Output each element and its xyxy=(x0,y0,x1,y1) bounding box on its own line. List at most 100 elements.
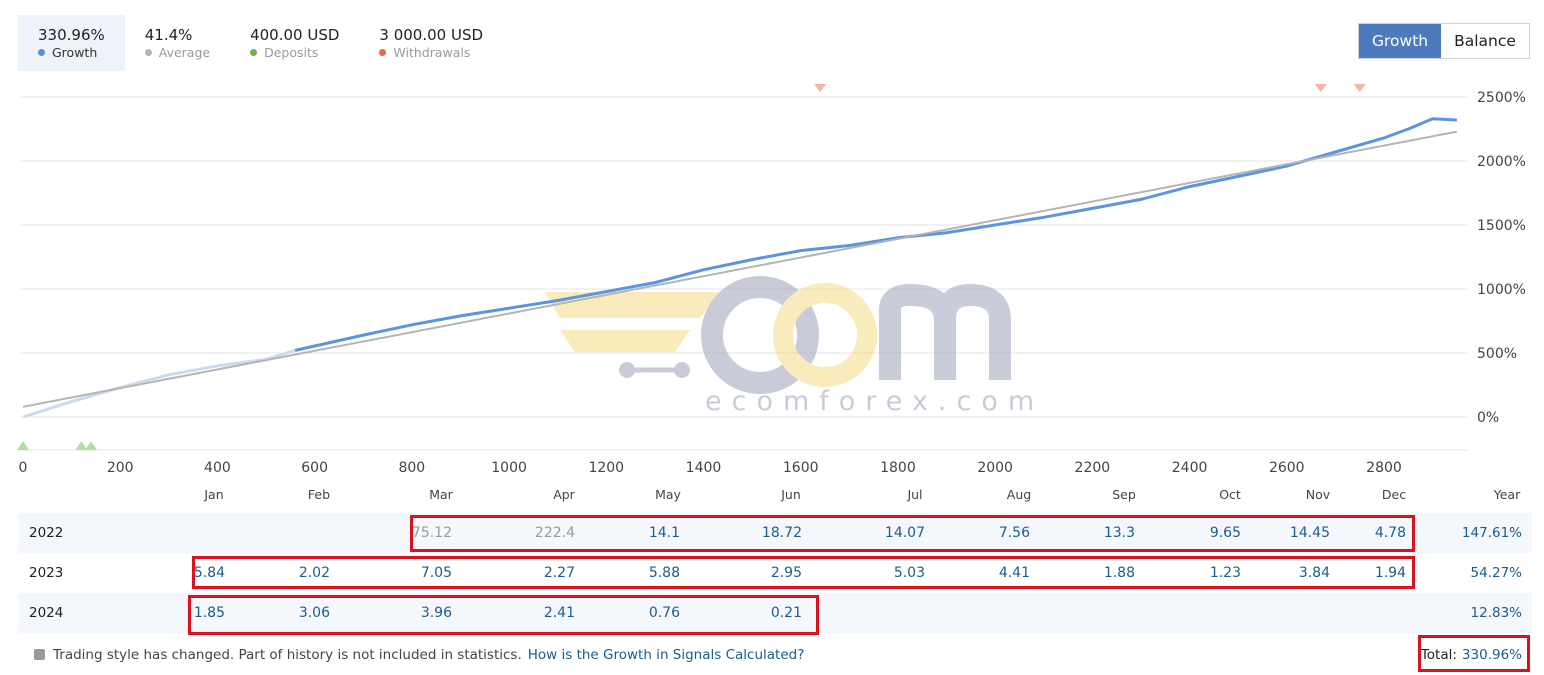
month-header: Oct xyxy=(1219,487,1241,502)
growth-line-early xyxy=(22,348,296,419)
withdrawal-marker-icon[interactable] xyxy=(1314,84,1327,92)
month-value-cell[interactable]: 1.94 xyxy=(1374,565,1406,581)
row-year: 2024 xyxy=(29,605,64,621)
stat-deposits[interactable]: 400.00 USD Deposits xyxy=(230,15,359,71)
month-value-cell[interactable]: 5.84 xyxy=(193,565,225,581)
month-value-cell[interactable]: 75.12 xyxy=(411,525,452,541)
x-tick-label: 1800 xyxy=(880,460,916,476)
month-value-cell[interactable]: 222.4 xyxy=(534,525,575,541)
deposit-marker-icon[interactable] xyxy=(17,441,29,450)
x-tick-label: 2600 xyxy=(1269,460,1305,476)
ecomforex-watermark: ecomforex.com xyxy=(545,276,1044,417)
x-tick-label: 2400 xyxy=(1172,460,1208,476)
x-tick-label: 0 xyxy=(19,460,28,476)
x-tick-label: 1400 xyxy=(686,460,722,476)
stat-withdrawals[interactable]: 3 000.00 USD Withdrawals xyxy=(359,15,503,71)
month-value-cell[interactable]: 1.85 xyxy=(193,605,225,621)
y-tick-label: 2500% xyxy=(1477,90,1526,106)
month-value-cell[interactable]: 2.95 xyxy=(770,565,802,581)
row-year: 2023 xyxy=(29,565,64,581)
footnote: Trading style has changed. Part of histo… xyxy=(34,647,804,663)
stat-withdrawals-label: Withdrawals xyxy=(393,45,471,60)
deposit-marker-icon[interactable] xyxy=(75,441,88,450)
month-headers: Jan Feb Mar Apr May Jun Jul Aug Sep Oct Nov Dec Year xyxy=(0,487,1544,505)
growth-chart: ecomforex.com 0 200 400 600 800 1000 1200 1400 1… xyxy=(17,84,1526,476)
month-header: Jun xyxy=(781,487,801,502)
growth-calc-link[interactable]: How is the Growth in Signals Calculated? xyxy=(527,647,805,663)
x-tick-label: 1600 xyxy=(783,460,819,476)
month-value-cell[interactable]: 14.07 xyxy=(884,525,925,541)
total-value: 330.96% xyxy=(1461,647,1522,663)
total-growth: Total: 330.96% xyxy=(1421,647,1522,663)
year-total: 54.27% xyxy=(1470,565,1522,581)
growth-toggle-button[interactable]: Growth xyxy=(1359,24,1442,58)
y-tick-label: 2000% xyxy=(1477,154,1526,170)
month-value-cell[interactable]: 14.1 xyxy=(648,525,680,541)
y-tick-label: 500% xyxy=(1477,346,1517,362)
x-tick-label: 2000 xyxy=(977,460,1013,476)
month-value-cell[interactable]: 18.72 xyxy=(761,525,802,541)
highlight-2022 xyxy=(410,515,1415,552)
highlight-total xyxy=(1418,635,1530,672)
x-tick-label: 2200 xyxy=(1075,460,1111,476)
stat-growth[interactable]: 330.96% Growth xyxy=(18,15,125,71)
month-value-cell[interactable]: 3.06 xyxy=(298,605,330,621)
x-tick-label: 400 xyxy=(204,460,231,476)
month-value-cell[interactable]: 1.88 xyxy=(1103,565,1135,581)
total-label: Total: xyxy=(1420,647,1457,663)
month-value-cell[interactable]: 5.88 xyxy=(648,565,680,581)
month-value-cell[interactable]: 4.41 xyxy=(998,565,1030,581)
withdrawal-marker-icon[interactable] xyxy=(1353,84,1366,92)
year-total: 12.83% xyxy=(1470,605,1522,621)
growth-dot-icon xyxy=(38,49,45,56)
month-header: Jan xyxy=(204,487,224,502)
month-value-cell[interactable]: 0.76 xyxy=(648,605,680,621)
month-value-cell[interactable]: 7.56 xyxy=(998,525,1030,541)
deposit-marker-icon[interactable] xyxy=(85,441,98,450)
month-value-cell[interactable]: 14.45 xyxy=(1289,525,1330,541)
month-value-cell[interactable]: 3.84 xyxy=(1298,565,1330,581)
table-row: 2022 75.12 222.4 14.1 18.72 14.07 7.56 13.3 9.65… xyxy=(18,513,1532,553)
month-header: Year xyxy=(1493,487,1521,502)
stat-withdrawals-value: 3 000.00 USD xyxy=(379,26,484,44)
month-value-cell[interactable]: 1.23 xyxy=(1209,565,1241,581)
x-tick-label: 2800 xyxy=(1366,460,1402,476)
row-year: 2022 xyxy=(29,525,64,541)
month-value-cell[interactable]: 7.05 xyxy=(420,565,452,581)
stat-growth-label: Growth xyxy=(52,45,98,60)
y-tick-label: 0% xyxy=(1477,410,1499,426)
month-header: Jul xyxy=(907,487,923,502)
month-header: Nov xyxy=(1305,487,1331,502)
watermark-text: ecomforex.com xyxy=(705,386,1044,417)
balance-toggle-button[interactable]: Balance xyxy=(1441,24,1529,58)
month-value-cell[interactable]: 2.27 xyxy=(543,565,575,581)
month-value-cell[interactable]: 2.41 xyxy=(543,605,575,621)
highlight-2023 xyxy=(192,556,1415,589)
stat-deposits-value: 400.00 USD xyxy=(250,26,340,44)
growth-line xyxy=(294,117,1457,352)
average-trend-line xyxy=(22,130,1458,408)
x-tick-label: 200 xyxy=(107,460,134,476)
stat-average-value: 41.4% xyxy=(144,26,193,44)
month-value-cell[interactable]: 2.02 xyxy=(298,565,330,581)
stat-average-label: Average xyxy=(158,45,211,60)
month-value-cell[interactable]: 5.03 xyxy=(893,565,925,581)
month-value-cell[interactable]: 4.78 xyxy=(1374,525,1406,541)
y-tick-label: 1000% xyxy=(1477,282,1526,298)
info-icon xyxy=(34,649,45,660)
month-value-cell[interactable]: 13.3 xyxy=(1103,525,1135,541)
month-header: Aug xyxy=(1006,487,1032,502)
y-tick-label: 1500% xyxy=(1477,218,1526,234)
stat-average[interactable]: 41.4% Average xyxy=(125,15,230,71)
footnote-text: Trading style has changed. Part of histo… xyxy=(53,647,522,663)
month-value-cell[interactable]: 0.21 xyxy=(770,605,802,621)
month-value-cell[interactable]: 9.65 xyxy=(1209,525,1241,541)
deposits-dot-icon xyxy=(250,49,258,56)
month-value-cell[interactable]: 3.96 xyxy=(420,605,452,621)
x-tick-label: 1200 xyxy=(588,460,624,476)
month-header: May xyxy=(655,487,681,502)
x-tick-label: 600 xyxy=(301,460,328,476)
month-header: Sep xyxy=(1112,487,1136,502)
year-total: 147.61% xyxy=(1461,525,1522,541)
withdrawal-marker-icon[interactable] xyxy=(814,84,827,92)
